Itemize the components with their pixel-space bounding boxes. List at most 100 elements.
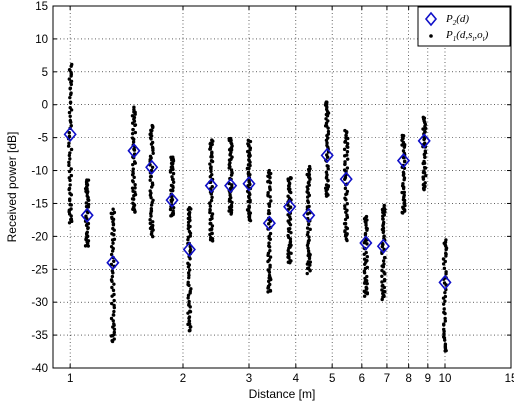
p1-data-point bbox=[209, 236, 212, 239]
p1-data-point bbox=[343, 160, 346, 163]
legend-label-p1: P1(d,st,ot) bbox=[445, 29, 489, 43]
p1-data-point bbox=[188, 310, 191, 313]
p1-data-point bbox=[346, 157, 349, 160]
p1-data-point bbox=[325, 100, 328, 103]
p1-data-point bbox=[324, 117, 327, 120]
p1-data-point bbox=[210, 231, 213, 234]
legend-label-p2: P2(d) bbox=[445, 13, 469, 27]
p1-data-point bbox=[403, 191, 406, 194]
p1-data-point bbox=[382, 234, 385, 237]
p1-data-point bbox=[442, 257, 445, 260]
y-tick-label: -40 bbox=[31, 363, 48, 375]
p1-data-point bbox=[365, 215, 368, 218]
p1-data-point bbox=[85, 178, 88, 181]
p1-data-point bbox=[68, 96, 71, 99]
p1-data-point bbox=[85, 201, 88, 204]
p1-data-point bbox=[343, 129, 346, 132]
p1-data-point bbox=[268, 185, 271, 188]
p1-data-point bbox=[444, 270, 447, 273]
p1-data-point bbox=[187, 300, 190, 303]
p1-data-point bbox=[69, 86, 72, 89]
p1-data-point bbox=[326, 164, 329, 167]
p1-data-point bbox=[268, 258, 271, 261]
p1-data-point bbox=[70, 174, 73, 177]
p1-data-point bbox=[306, 231, 309, 234]
p1-data-point bbox=[306, 272, 309, 275]
p1-data-point bbox=[150, 129, 153, 132]
p1-data-point bbox=[112, 322, 115, 325]
p1-data-point bbox=[84, 215, 87, 218]
p1-data-point bbox=[380, 275, 383, 278]
p1-data-point bbox=[444, 343, 447, 346]
p1-data-point bbox=[306, 199, 309, 202]
p1-data-point bbox=[344, 187, 347, 190]
p1-data-point bbox=[343, 168, 346, 171]
p1-data-point bbox=[383, 278, 386, 281]
p1-data-point bbox=[111, 241, 114, 244]
p1-data-point bbox=[150, 175, 153, 178]
p1-data-point bbox=[402, 202, 405, 205]
p1-data-point bbox=[188, 206, 191, 209]
p1-data-point bbox=[208, 162, 211, 165]
p1-data-point bbox=[131, 179, 134, 182]
p1-data-point bbox=[131, 197, 134, 200]
p1-data-point bbox=[343, 197, 346, 200]
p1-data-point bbox=[403, 159, 406, 162]
y-tick-label: 15 bbox=[35, 1, 48, 13]
y-tick-label: -15 bbox=[31, 198, 48, 210]
y-tick-label: -25 bbox=[31, 264, 48, 276]
p1-data-point bbox=[423, 181, 426, 184]
p1-data-point bbox=[268, 283, 271, 286]
p1-data-point bbox=[188, 315, 191, 318]
p1-data-point bbox=[112, 313, 115, 316]
p1-data-point bbox=[442, 335, 445, 338]
y-tick-labels: -40-35-30-25-20-15-10-5051015 bbox=[31, 1, 48, 375]
p1-data-point bbox=[110, 302, 113, 305]
p1-data-point bbox=[113, 337, 116, 340]
p1-data-point bbox=[424, 174, 427, 177]
p1-data-point bbox=[68, 197, 71, 200]
p1-data-point bbox=[442, 322, 445, 325]
p1-data-point bbox=[133, 183, 136, 186]
p1-data-point bbox=[442, 328, 445, 331]
y-tick-label: -10 bbox=[31, 166, 48, 178]
p1-data-point bbox=[113, 238, 116, 241]
p1-data-point bbox=[366, 255, 369, 258]
p1-data-point bbox=[69, 91, 72, 94]
p1-data-point bbox=[325, 153, 328, 156]
p1-data-point bbox=[444, 238, 447, 241]
p1-data-point bbox=[269, 232, 272, 235]
p1-data-point bbox=[424, 149, 427, 152]
p1-data-point bbox=[423, 130, 426, 133]
y-tick-label: -5 bbox=[38, 133, 48, 145]
p1-data-point bbox=[68, 115, 71, 118]
p1-data-point bbox=[307, 238, 310, 241]
p1-data-point bbox=[68, 192, 71, 195]
p1-data-point bbox=[268, 202, 271, 205]
p1-data-point bbox=[266, 268, 269, 271]
p1-data-point bbox=[151, 146, 154, 149]
p1-data-point bbox=[210, 150, 213, 153]
p1-data-point bbox=[189, 287, 192, 290]
p1-data-point bbox=[187, 224, 190, 227]
p1-data-point bbox=[422, 169, 425, 172]
p1-data-point bbox=[210, 173, 213, 176]
p1-data-point bbox=[269, 199, 272, 202]
p1-data-point bbox=[382, 262, 385, 265]
x-tick-label: 9 bbox=[425, 373, 431, 385]
p1-data-point bbox=[68, 77, 71, 80]
y-axis-label: Received power [dB] bbox=[5, 132, 19, 243]
p1-data-point bbox=[247, 171, 250, 174]
axis-ticks bbox=[53, 6, 511, 368]
x-tick-label: 6 bbox=[359, 373, 365, 385]
p1-data-point bbox=[442, 311, 445, 314]
p1-data-point bbox=[383, 204, 386, 207]
p1-data-point bbox=[345, 214, 348, 217]
p1-data-point bbox=[172, 172, 175, 175]
p1-data-point bbox=[188, 230, 191, 233]
p1-data-point bbox=[131, 189, 134, 192]
p1-data-point bbox=[363, 257, 366, 260]
x-tick-label: 10 bbox=[439, 373, 452, 385]
p1-data-point bbox=[401, 182, 404, 185]
